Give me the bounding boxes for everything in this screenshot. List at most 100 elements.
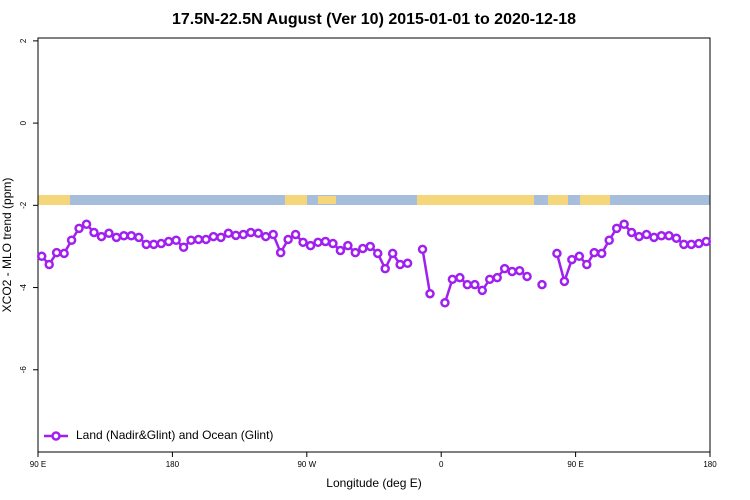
data-point — [358, 243, 368, 254]
data-point — [350, 247, 361, 258]
data-point — [141, 239, 152, 250]
x-tick-label: 90 W — [297, 460, 316, 469]
data-point — [66, 235, 77, 246]
data-point — [507, 266, 517, 277]
data-point — [119, 230, 129, 241]
data-point — [305, 240, 316, 251]
data-point — [313, 237, 323, 248]
data-point — [201, 234, 211, 245]
data-point — [231, 230, 241, 241]
x-tick-label: 90 E — [567, 460, 583, 469]
data-point — [567, 254, 577, 265]
data-point — [126, 230, 137, 241]
data-point — [425, 288, 435, 299]
data-point — [686, 239, 697, 250]
data-point — [59, 248, 69, 259]
y-tick-label: -6 — [19, 366, 28, 374]
data-point — [619, 219, 629, 229]
data-point — [343, 240, 353, 251]
data-point — [365, 241, 376, 252]
data-point — [402, 258, 413, 269]
y-axis-label: XCO2 - MLO trend (ppm) — [0, 178, 14, 313]
data-point — [335, 245, 346, 256]
data-point — [537, 279, 547, 290]
data-point — [74, 223, 84, 234]
data-point — [574, 251, 585, 262]
x-tick-label: 0 — [439, 460, 444, 469]
y-tick-label: 0 — [19, 120, 28, 125]
data-point — [216, 232, 226, 243]
data-point — [238, 229, 249, 240]
data-point — [328, 238, 338, 249]
data-point — [455, 272, 465, 283]
data-point — [462, 279, 473, 290]
data-point — [275, 247, 286, 258]
data-point — [499, 263, 510, 274]
data-point — [89, 227, 99, 238]
data-point — [656, 230, 667, 241]
data-point — [223, 228, 234, 239]
data-point — [522, 271, 532, 282]
data-point — [387, 248, 398, 259]
x-tick-label: 90 E — [30, 460, 46, 469]
data-point — [380, 263, 390, 274]
data-point — [283, 234, 293, 245]
plot-frame — [37, 37, 711, 453]
data-point — [514, 265, 525, 276]
data-point — [104, 228, 114, 239]
data-point — [671, 233, 682, 243]
x-tick-label: 180 — [166, 460, 180, 469]
data-point — [395, 259, 405, 270]
data-point — [193, 234, 204, 245]
data-point — [208, 231, 219, 242]
data-point — [604, 235, 614, 246]
data-point — [492, 272, 502, 283]
data-point — [552, 248, 562, 259]
y-tick-label: -4 — [19, 283, 28, 291]
data-point — [701, 236, 712, 247]
legend-label: Land (Nadir&Glint) and Ocean (Glint) — [76, 428, 273, 442]
data-point — [582, 259, 592, 270]
data-point — [178, 242, 189, 253]
data-point — [694, 238, 704, 249]
data-point — [484, 274, 495, 285]
data-point — [447, 274, 458, 285]
y-tick-label: -2 — [19, 201, 28, 209]
data-point — [156, 238, 166, 249]
data-point — [96, 231, 107, 242]
data-point — [163, 236, 174, 247]
data-point — [298, 237, 308, 248]
data-point — [268, 229, 278, 240]
data-point — [559, 276, 570, 287]
data-point — [111, 232, 122, 243]
data-point — [372, 248, 383, 259]
data-point — [679, 239, 689, 250]
legend-marker — [51, 431, 61, 441]
data-point — [81, 219, 92, 229]
data-line — [421, 249, 432, 294]
data-point — [36, 251, 47, 262]
x-axis-label: Longitude (deg E) — [326, 476, 421, 490]
data-point — [641, 229, 652, 240]
data-point — [470, 279, 480, 290]
data-point — [596, 248, 607, 259]
data-point — [440, 298, 450, 308]
data-point — [253, 228, 264, 239]
data-point — [246, 227, 256, 238]
data-point — [290, 229, 301, 240]
data-point — [589, 247, 600, 258]
data-point — [417, 244, 428, 255]
y-tick-label: 2 — [19, 38, 28, 43]
data-point — [171, 235, 181, 246]
data-point — [260, 231, 271, 242]
data-point — [626, 227, 637, 238]
data-point — [134, 232, 144, 243]
data-point — [186, 235, 196, 246]
chart-title: 17.5N-22.5N August (Ver 10) 2015-01-01 t… — [172, 11, 576, 28]
x-tick-label: 180 — [703, 460, 717, 469]
data-point — [148, 239, 159, 250]
data-point — [634, 231, 644, 242]
data-point — [44, 259, 54, 270]
data-point — [611, 223, 622, 234]
